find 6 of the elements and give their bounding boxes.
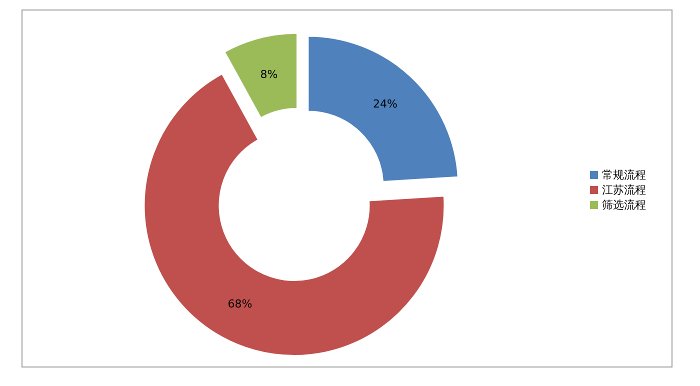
data-label: 68%	[228, 298, 252, 311]
legend-label: 筛选流程	[602, 198, 646, 212]
data-label: 24%	[373, 98, 398, 111]
data-label: 8%	[260, 68, 278, 81]
legend-label: 江苏流程	[602, 184, 646, 196]
legend-label: 常规流程	[602, 168, 646, 182]
